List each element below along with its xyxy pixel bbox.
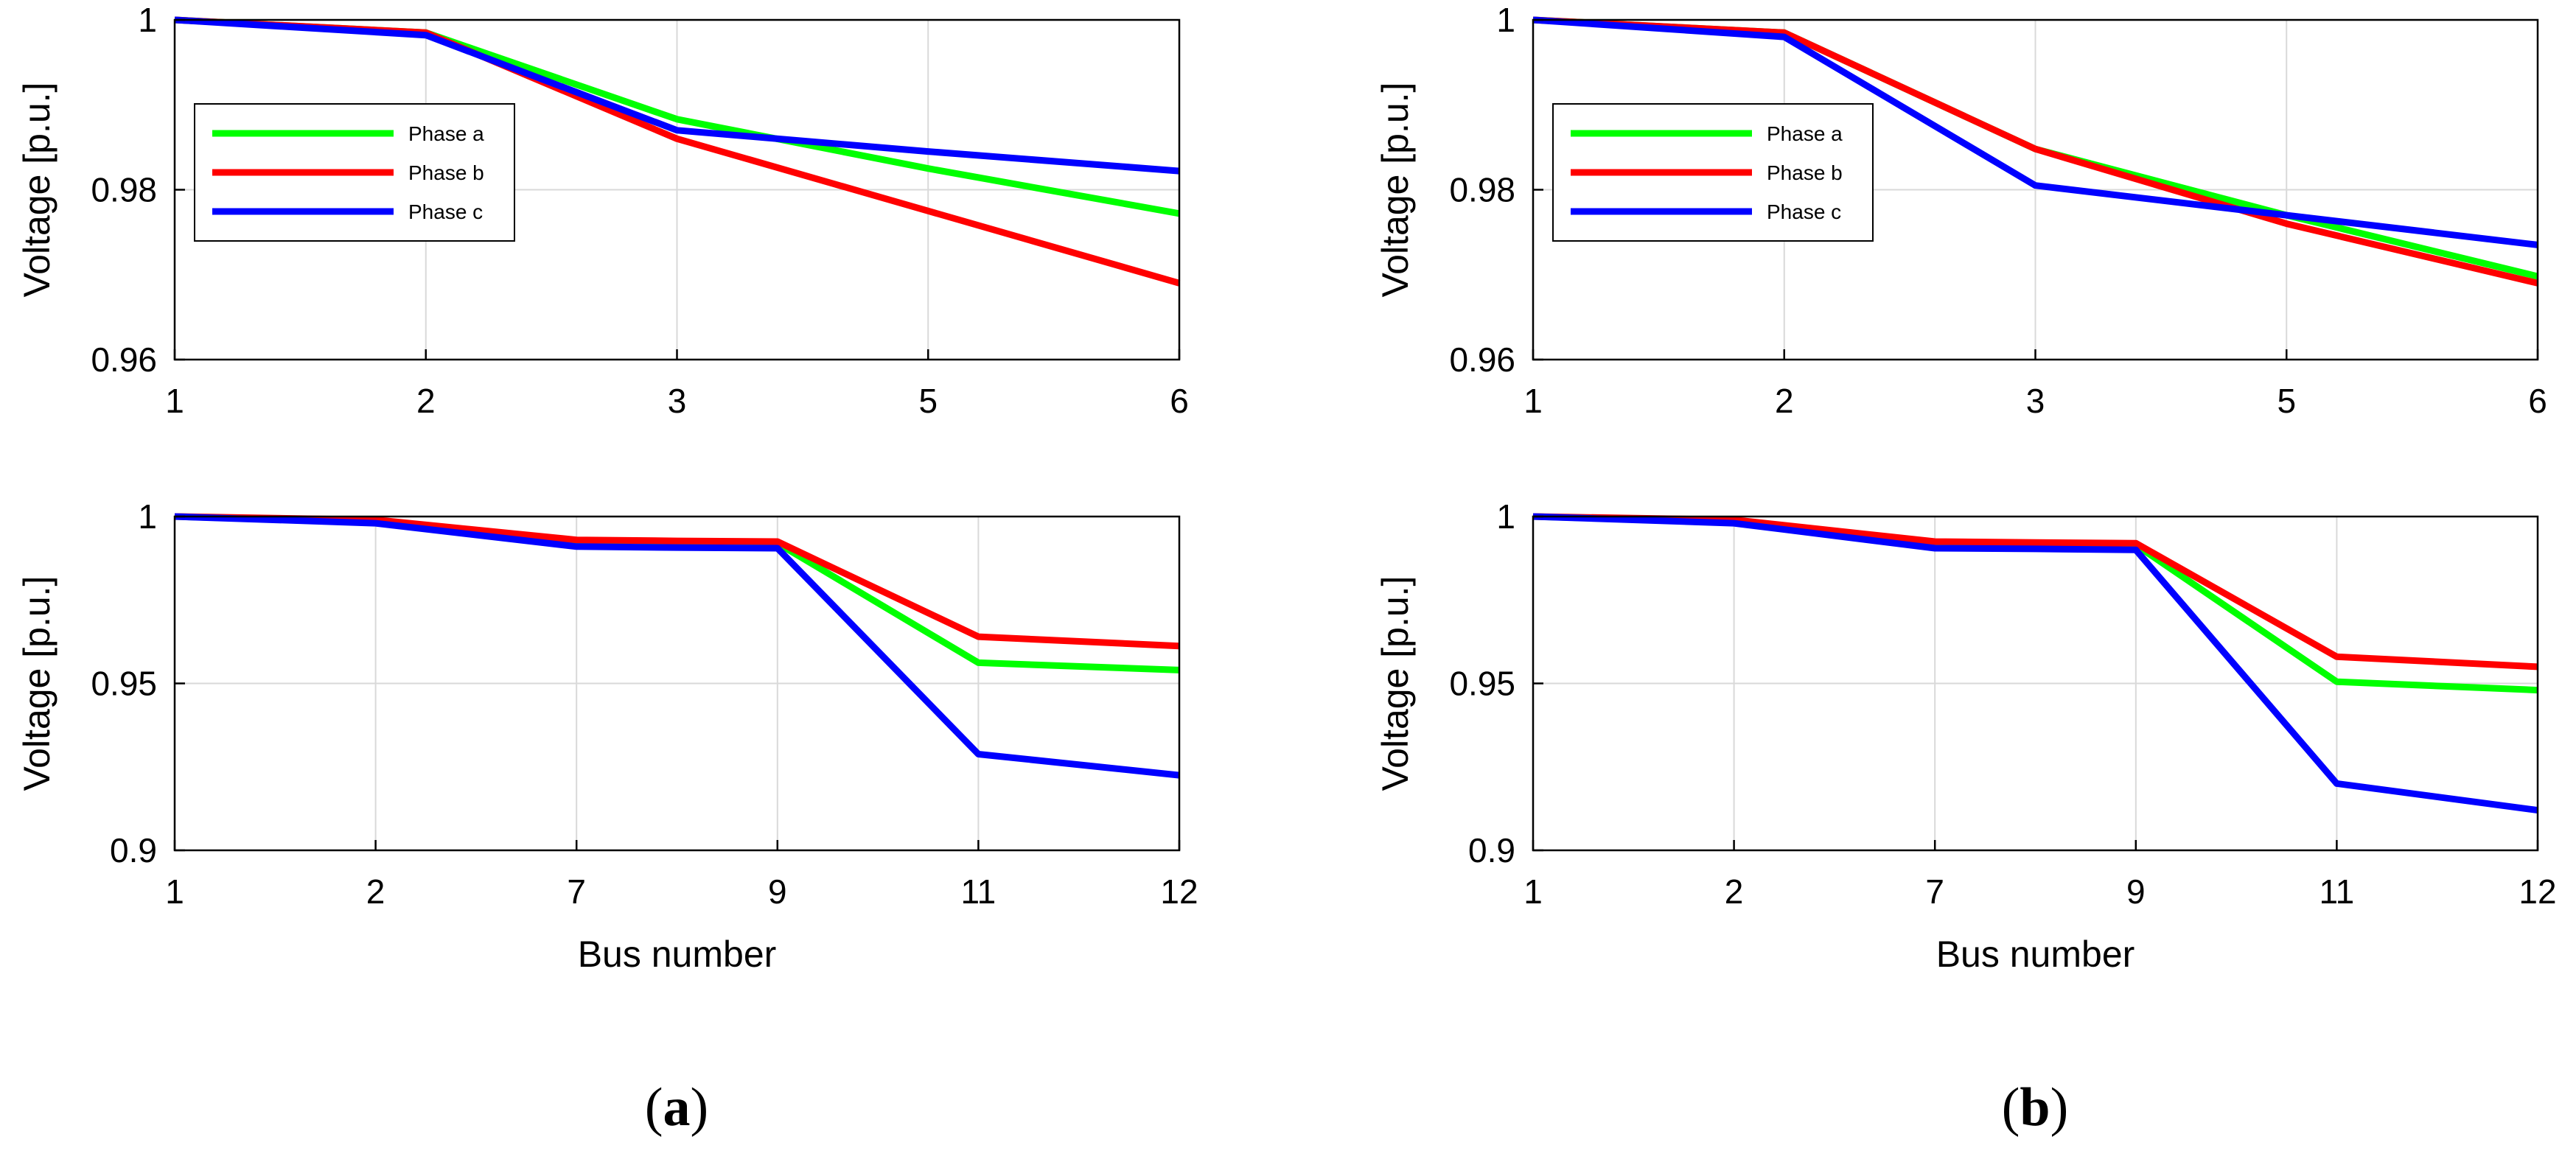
y-tick-label: 0.9 <box>110 831 157 869</box>
y-tick-label: 0.9 <box>1468 831 1515 869</box>
x-tick-label: 1 <box>1523 382 1543 420</box>
x-tick-label: 12 <box>1160 872 1198 911</box>
legend-label: Phase a <box>1767 122 1843 145</box>
x-tick-label: 9 <box>2126 872 2146 911</box>
x-tick-label: 2 <box>366 872 385 911</box>
y-tick-label: 0.98 <box>1449 171 1515 209</box>
x-tick-label: 1 <box>165 382 184 420</box>
series-line-phase-c <box>174 513 1180 779</box>
panel-label-a: (a) <box>645 1077 708 1138</box>
x-tick-label: 5 <box>2277 382 2296 420</box>
y-tick-label: 0.95 <box>1449 665 1515 703</box>
x-tick-label: 5 <box>918 382 938 420</box>
x-tick-label: 1 <box>165 872 184 911</box>
x-axis-title: Bus number <box>578 934 777 975</box>
y-axis-title: Voltage [p.u.] <box>1375 576 1416 791</box>
y-tick-label: 1 <box>1496 497 1515 536</box>
series-line-phase-c <box>1532 16 2538 248</box>
x-tick-label: 2 <box>1725 872 1744 911</box>
x-tick-label: 7 <box>1925 872 1944 911</box>
y-tick-label: 1 <box>138 1 157 39</box>
x-tick-label: 12 <box>2519 872 2556 911</box>
x-tick-label: 7 <box>567 872 586 911</box>
legend-label: Phase b <box>408 161 484 184</box>
legend-label: Phase c <box>408 200 483 223</box>
legend: Phase a Phase b Phase c <box>194 103 515 242</box>
y-tick-label: 0.96 <box>1449 340 1515 379</box>
x-axis-title: Bus number <box>1936 934 2135 975</box>
y-axis-title: Voltage [p.u.] <box>1375 83 1416 298</box>
y-tick-label: 1 <box>1496 1 1515 39</box>
series-line-phase-b <box>1532 513 2538 671</box>
legend-label: Phase c <box>1767 200 1841 223</box>
y-tick-label: 0.96 <box>91 340 157 379</box>
x-tick-label: 6 <box>1170 382 1189 420</box>
legend-label: Phase a <box>408 122 484 145</box>
y-tick-label: 0.98 <box>91 171 157 209</box>
x-tick-label: 6 <box>2528 382 2547 420</box>
x-tick-label: 2 <box>1775 382 1794 420</box>
x-tick-label: 2 <box>416 382 436 420</box>
legend-label: Phase b <box>1767 161 1843 184</box>
x-tick-label: 9 <box>768 872 787 911</box>
x-tick-label: 1 <box>1523 872 1543 911</box>
panel-label-b: (b) <box>2002 1077 2068 1138</box>
series-line-phase-b <box>174 513 1180 650</box>
x-tick-label: 11 <box>961 872 996 911</box>
legend: Phase a Phase b Phase c <box>1552 103 1874 242</box>
y-axis-title: Voltage [p.u.] <box>16 83 57 298</box>
x-tick-label: 3 <box>668 382 687 420</box>
x-tick-label: 3 <box>2026 382 2045 420</box>
y-tick-label: 0.95 <box>91 665 157 703</box>
y-axis-title: Voltage [p.u.] <box>16 576 57 791</box>
x-tick-label: 11 <box>2320 872 2355 911</box>
y-tick-label: 1 <box>138 497 157 536</box>
series-line-phase-c <box>174 16 1180 175</box>
series-line-phase-c <box>1532 513 2538 814</box>
